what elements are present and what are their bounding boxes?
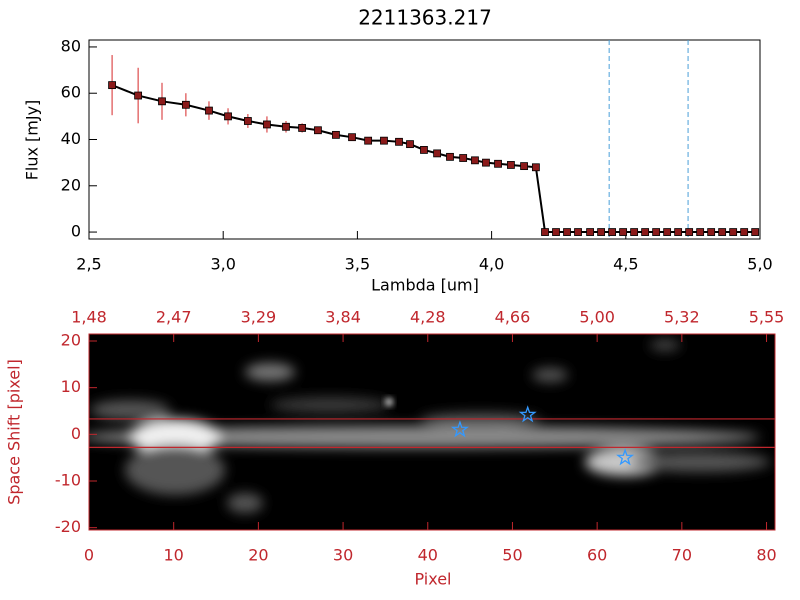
data-marker: [181, 100, 190, 109]
x-tick-label: 20: [248, 546, 268, 565]
data-marker: [364, 136, 373, 145]
x-tick-label: 4,0: [479, 255, 504, 274]
x-tick-label: 2,5: [76, 255, 101, 274]
data-marker: [134, 91, 143, 100]
data-marker: [332, 130, 340, 139]
x-tick-label: 10: [164, 546, 184, 565]
x-tick-label: 3,5: [345, 255, 370, 274]
x2-tick-label: 5,32: [664, 308, 700, 327]
data-marker: [348, 133, 356, 142]
y-tick-label: 40: [61, 129, 81, 148]
data-marker: [574, 228, 582, 236]
data-marker: [608, 228, 617, 236]
data-marker: [108, 81, 116, 90]
data-marker: [552, 228, 560, 236]
data-marker: [482, 158, 490, 167]
data-marker: [531, 163, 540, 172]
data-marker: [641, 228, 650, 236]
y-tick-label: 20: [61, 175, 81, 194]
x2-tick-label: 3,29: [241, 308, 277, 327]
x-tick-label: 3,0: [210, 255, 235, 274]
y-tick-label: -20: [55, 517, 81, 536]
data-marker: [471, 156, 479, 165]
x2-tick-label: 2,47: [156, 308, 192, 327]
x2-tick-label: 4,66: [495, 308, 531, 327]
x2-tick-label: 5,55: [749, 308, 785, 327]
data-marker: [459, 154, 468, 162]
image-speck: [385, 398, 393, 406]
image-frame: [88, 333, 776, 531]
y-tick-label: 20: [61, 331, 81, 350]
data-marker: [507, 161, 515, 169]
star-marker: [450, 420, 469, 438]
data-marker: [433, 149, 442, 158]
data-marker: [685, 228, 694, 236]
x-axis-label: Pixel: [414, 570, 451, 589]
data-marker: [619, 228, 628, 236]
data-marker: [729, 228, 738, 236]
data-marker: [740, 228, 749, 236]
y-tick-label: 0: [71, 222, 81, 241]
x2-tick-label: 1,48: [71, 308, 107, 327]
data-marker: [243, 117, 252, 125]
image-blobs: [89, 339, 770, 513]
y-tick-label: 10: [61, 377, 81, 396]
y-tick-label: 60: [61, 83, 81, 102]
x-tick-label: 4,5: [613, 255, 638, 274]
x-tick-label: 70: [672, 546, 692, 565]
data-marker: [674, 228, 683, 236]
x-tick-label: 5,0: [747, 255, 772, 274]
data-marker: [494, 159, 502, 168]
data-marker: [597, 228, 606, 236]
data-marker: [446, 152, 454, 161]
plot-frame: [88, 39, 761, 240]
data-marker: [520, 162, 528, 171]
x-tick-label: 50: [502, 546, 522, 565]
data-marker: [751, 228, 760, 236]
data-marker: [630, 228, 639, 236]
x-tick-label: 0: [84, 546, 94, 565]
image-panel: [89, 334, 775, 530]
x2-tick-label: 4,28: [410, 308, 446, 327]
y-tick-label: 0: [71, 424, 81, 443]
x-axis-label: Lambda [um]: [371, 276, 479, 295]
data-marker: [224, 112, 232, 121]
x2-tick-label: 5,00: [579, 308, 615, 327]
star-marker: [616, 448, 635, 466]
data-marker: [696, 228, 705, 236]
data-marker: [652, 228, 661, 236]
x2-tick-label: 3,84: [325, 308, 361, 327]
y-axis-label: Flux [mJy]: [23, 100, 42, 181]
data-marker: [263, 120, 271, 129]
data-marker: [707, 228, 716, 236]
x-tick-label: 30: [333, 546, 353, 565]
data-marker: [663, 228, 672, 236]
data-marker: [314, 126, 322, 135]
data-marker: [282, 122, 290, 131]
x-tick-label: 80: [756, 546, 776, 565]
data-marker: [541, 228, 549, 236]
data-marker: [718, 228, 727, 236]
data-marker: [158, 97, 166, 106]
x-tick-label: 60: [587, 546, 607, 565]
data-marker: [395, 137, 403, 146]
chart-title: 2211363.217: [358, 6, 492, 30]
x-tick-label: 40: [418, 546, 438, 565]
data-marker: [406, 140, 414, 149]
y-tick-label: 80: [61, 36, 81, 55]
data-marker: [205, 106, 213, 115]
y-tick-label: -10: [55, 471, 81, 490]
data-marker: [380, 136, 388, 145]
data-marker: [563, 228, 571, 236]
data-marker: [586, 228, 595, 236]
data-marker: [420, 146, 428, 154]
star-marker: [518, 405, 537, 423]
y-axis-label: Space Shift [pixel]: [5, 359, 24, 505]
data-marker: [298, 124, 307, 132]
